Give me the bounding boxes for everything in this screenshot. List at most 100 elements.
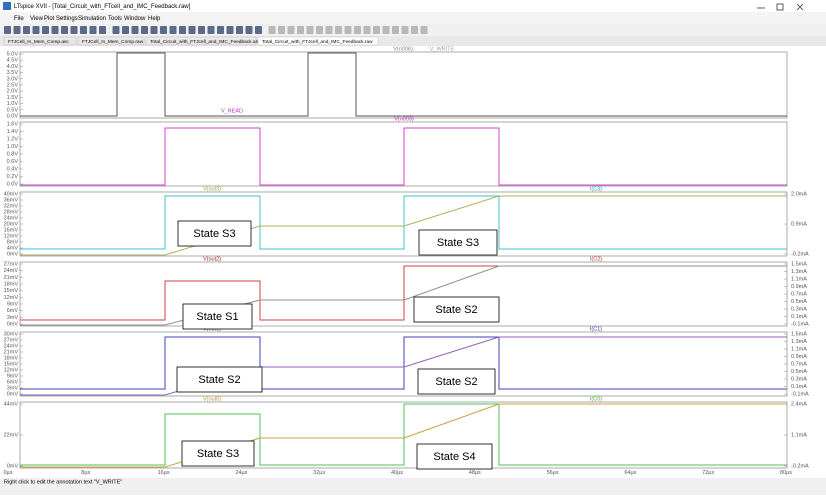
trace-label[interactable]: V_WRITE — [430, 46, 455, 52]
tab-label[interactable]: Total_Circuit_with_FTJcell_and_IMC_Feedb… — [262, 39, 373, 45]
trace-label[interactable]: I(C3) — [590, 186, 602, 192]
toolbar-button[interactable] — [382, 26, 390, 34]
annotation-text[interactable]: State S2 — [435, 376, 477, 388]
trace-i-c0 — [20, 403, 787, 466]
toolbar-button[interactable] — [278, 26, 285, 34]
toolbar-button[interactable] — [61, 26, 68, 34]
trace-label[interactable]: I(C2) — [590, 256, 602, 262]
menu-item[interactable]: File — [14, 16, 24, 22]
annotation-text[interactable]: State S3 — [193, 228, 235, 240]
toolbar-button[interactable] — [217, 26, 224, 34]
toolbar-button[interactable] — [13, 26, 21, 34]
toolbar-button[interactable] — [401, 26, 409, 34]
toolbar-button[interactable] — [344, 26, 352, 34]
tab[interactable] — [145, 36, 257, 46]
annotation-box[interactable] — [176, 366, 263, 393]
toolbar-button[interactable] — [150, 26, 158, 34]
tab-label[interactable]: Total_Circuit_with_FTJcell_and_IMC_Feedb… — [150, 39, 261, 45]
annotation-box[interactable] — [177, 220, 252, 247]
toolbar-button[interactable] — [23, 26, 30, 34]
trace-label[interactable]: V(out2) — [203, 256, 221, 262]
menu-item[interactable]: Simulation — [78, 16, 106, 22]
trace-label[interactable]: V(out0) — [203, 396, 221, 402]
maximize[interactable] — [776, 3, 784, 11]
toolbar-button[interactable] — [131, 26, 139, 34]
toolbar-button[interactable] — [141, 26, 148, 34]
toolbar-button[interactable] — [80, 26, 87, 34]
toolbar-button[interactable] — [89, 26, 97, 34]
annotation-text[interactable]: State S4 — [433, 451, 475, 463]
x-tick-label: 8µs — [81, 470, 90, 476]
toolbar-button[interactable] — [42, 26, 49, 34]
toolbar-button[interactable] — [420, 26, 428, 34]
toolbar-button[interactable] — [99, 26, 106, 34]
tab[interactable] — [3, 36, 77, 46]
toolbar-button[interactable] — [287, 26, 295, 34]
trace-label[interactable]: V(n003) — [394, 116, 414, 122]
status-bar — [0, 478, 826, 495]
toolbar-button[interactable] — [316, 26, 323, 34]
toolbar-button[interactable] — [255, 26, 262, 34]
toolbar-button[interactable] — [236, 26, 243, 34]
trace-label[interactable]: V(n006) — [393, 46, 413, 52]
annotation-box[interactable] — [181, 440, 255, 467]
close[interactable] — [796, 3, 804, 11]
annotation-text[interactable]: State S2 — [435, 304, 477, 316]
annotation-text[interactable]: State S3 — [437, 237, 479, 249]
toolbar-button[interactable] — [363, 26, 371, 34]
annotation-box[interactable] — [416, 443, 493, 470]
tab-label[interactable]: FTJCell_In_Mem_Comp.asc — [8, 39, 69, 45]
toolbar-button[interactable] — [354, 26, 361, 34]
trace-label[interactable]: V(out3) — [203, 186, 221, 192]
window-controls[interactable] — [757, 3, 804, 11]
toolbar-button[interactable] — [198, 26, 205, 34]
menu-item[interactable]: Tools — [108, 16, 122, 22]
menu-item[interactable]: Plot Settings — [44, 16, 78, 22]
annotation-text[interactable]: State S1 — [196, 311, 238, 323]
toolbar-button[interactable] — [268, 26, 276, 34]
menu-item[interactable]: Window — [124, 16, 146, 22]
toolbar-button[interactable] — [4, 26, 11, 34]
menu-item[interactable]: Help — [148, 16, 161, 22]
toolbar-button[interactable] — [392, 26, 399, 34]
tab-label[interactable]: FTJCell_In_Mem_Comp.raw — [82, 39, 144, 45]
toolbar-button[interactable] — [32, 26, 40, 34]
left-tick-label: 36mV — [4, 197, 19, 203]
toolbar-button[interactable] — [112, 26, 120, 34]
trace-label[interactable]: I(C0) — [590, 396, 602, 402]
toolbar-button[interactable] — [325, 26, 333, 34]
left-tick-label: 4.5V — [7, 58, 19, 64]
annotation-box[interactable] — [417, 368, 496, 395]
toolbar-button[interactable] — [335, 26, 342, 34]
trace-label[interactable]: V_READ — [221, 108, 243, 114]
annotation-box[interactable] — [418, 229, 498, 256]
trace-label[interactable]: I(C1) — [590, 326, 602, 332]
toolbar-button[interactable] — [160, 26, 167, 34]
toolbar-button[interactable] — [122, 26, 129, 34]
annotation-box[interactable] — [413, 296, 500, 323]
tab[interactable] — [257, 36, 379, 46]
annotation-text[interactable]: State S2 — [198, 374, 240, 386]
toolbar-button[interactable] — [169, 26, 177, 34]
annotation-box[interactable] — [182, 303, 253, 330]
toolbar-button[interactable] — [207, 26, 215, 34]
toolbar-button[interactable] — [373, 26, 380, 34]
right-tick-label: 2.4mA — [791, 401, 807, 407]
trace-label[interactable]: V(out1) — [203, 326, 221, 332]
toolbar-button[interactable] — [245, 26, 253, 34]
left-tick-label: 20mV — [4, 221, 19, 227]
menu-item[interactable]: View — [30, 16, 44, 22]
toolbar-button[interactable] — [188, 26, 196, 34]
trace-v-write — [20, 52, 787, 117]
toolbar-button[interactable] — [297, 26, 304, 34]
left-tick-label: 8mV — [7, 239, 19, 245]
annotation-text[interactable]: State S3 — [197, 448, 239, 460]
toolbar-button[interactable] — [411, 26, 418, 34]
toolbar-button[interactable] — [306, 26, 314, 34]
toolbar-button[interactable] — [179, 26, 186, 34]
toolbar-button[interactable] — [51, 26, 59, 34]
x-tick-label: 72µs — [702, 470, 714, 476]
toolbar-button[interactable] — [226, 26, 234, 34]
toolbar-button[interactable] — [70, 26, 78, 34]
tab[interactable] — [77, 36, 145, 46]
